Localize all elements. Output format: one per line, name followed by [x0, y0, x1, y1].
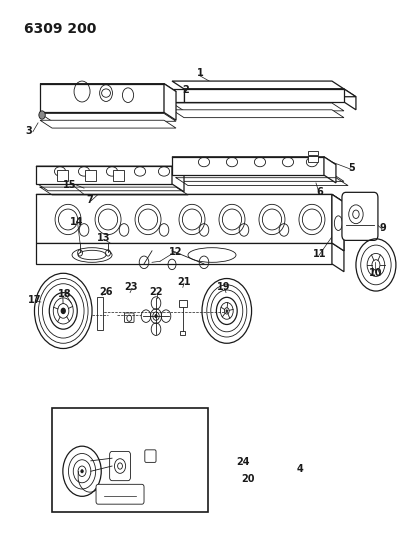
Polygon shape	[344, 89, 356, 110]
Text: 16: 16	[89, 105, 103, 115]
Polygon shape	[172, 157, 324, 175]
Polygon shape	[40, 84, 176, 92]
Text: 7: 7	[86, 195, 93, 205]
Circle shape	[155, 314, 157, 318]
Bar	[57, 170, 68, 181]
Text: 6: 6	[317, 187, 323, 197]
Circle shape	[226, 310, 228, 312]
Text: 4: 4	[297, 464, 303, 474]
FancyBboxPatch shape	[145, 450, 156, 463]
Polygon shape	[36, 166, 172, 184]
Bar	[308, 156, 318, 162]
Polygon shape	[40, 120, 176, 128]
Bar	[308, 150, 318, 155]
Text: 19: 19	[217, 282, 231, 293]
Text: 8: 8	[349, 209, 356, 219]
Polygon shape	[172, 157, 336, 165]
Polygon shape	[172, 174, 344, 181]
Text: 22: 22	[149, 287, 163, 296]
Text: 12: 12	[169, 247, 182, 257]
FancyBboxPatch shape	[110, 451, 131, 481]
Polygon shape	[36, 183, 184, 191]
Text: 10: 10	[369, 268, 383, 278]
FancyBboxPatch shape	[96, 484, 144, 504]
Polygon shape	[40, 84, 164, 112]
Text: 9: 9	[380, 223, 386, 233]
Text: 1: 1	[197, 68, 203, 78]
Polygon shape	[184, 89, 356, 97]
Bar	[52, 408, 208, 512]
Circle shape	[39, 111, 45, 119]
Polygon shape	[184, 89, 344, 102]
Text: 5: 5	[348, 163, 355, 173]
Polygon shape	[172, 89, 184, 102]
Bar	[113, 170, 124, 181]
Bar	[85, 170, 96, 181]
Text: 18: 18	[58, 289, 72, 298]
Text: 26: 26	[100, 287, 113, 296]
FancyBboxPatch shape	[342, 192, 378, 240]
Polygon shape	[36, 166, 184, 174]
Text: 17: 17	[28, 295, 42, 305]
Polygon shape	[172, 110, 344, 118]
Polygon shape	[324, 157, 336, 183]
Polygon shape	[172, 103, 344, 111]
Text: 15: 15	[63, 180, 77, 190]
Bar	[179, 301, 187, 306]
Bar	[180, 331, 185, 335]
Polygon shape	[36, 195, 332, 243]
Polygon shape	[332, 243, 344, 272]
FancyBboxPatch shape	[124, 313, 134, 322]
Text: 20: 20	[241, 473, 255, 483]
Circle shape	[61, 308, 65, 313]
Text: 14: 14	[70, 216, 84, 227]
Polygon shape	[36, 243, 332, 264]
Polygon shape	[332, 195, 344, 251]
Polygon shape	[40, 114, 176, 122]
Text: 2: 2	[183, 85, 189, 95]
Text: 3: 3	[25, 126, 32, 136]
Text: 21: 21	[177, 277, 191, 287]
Text: 23: 23	[124, 282, 138, 293]
Polygon shape	[36, 195, 344, 202]
Polygon shape	[172, 81, 344, 89]
Text: 11: 11	[313, 249, 327, 259]
Text: 13: 13	[96, 233, 110, 243]
Polygon shape	[164, 84, 176, 120]
Circle shape	[81, 470, 83, 473]
Polygon shape	[332, 195, 344, 251]
Bar	[97, 297, 103, 330]
Text: 25: 25	[193, 480, 206, 490]
Polygon shape	[172, 166, 184, 192]
Text: 6309 200: 6309 200	[24, 22, 96, 36]
Text: 24: 24	[236, 457, 250, 467]
